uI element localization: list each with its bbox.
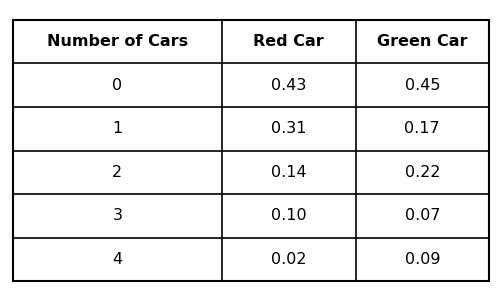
Text: 0.17: 0.17 (404, 121, 440, 136)
Text: 0.07: 0.07 (404, 209, 440, 223)
Text: 0.02: 0.02 (271, 252, 306, 267)
Text: 3: 3 (112, 209, 122, 223)
Text: 4: 4 (112, 252, 122, 267)
Text: 0.31: 0.31 (271, 121, 306, 136)
Text: 1: 1 (112, 121, 122, 136)
Text: Number of Cars: Number of Cars (47, 34, 188, 49)
Text: 2: 2 (112, 165, 122, 180)
Text: Green Car: Green Car (377, 34, 468, 49)
Text: 0.10: 0.10 (271, 209, 306, 223)
Text: Red Car: Red Car (254, 34, 324, 49)
Text: 0.43: 0.43 (271, 78, 306, 92)
Text: 0.22: 0.22 (404, 165, 440, 180)
Text: 0: 0 (112, 78, 122, 92)
Text: 0.45: 0.45 (404, 78, 440, 92)
Text: 0.09: 0.09 (404, 252, 440, 267)
Text: 0.14: 0.14 (271, 165, 306, 180)
